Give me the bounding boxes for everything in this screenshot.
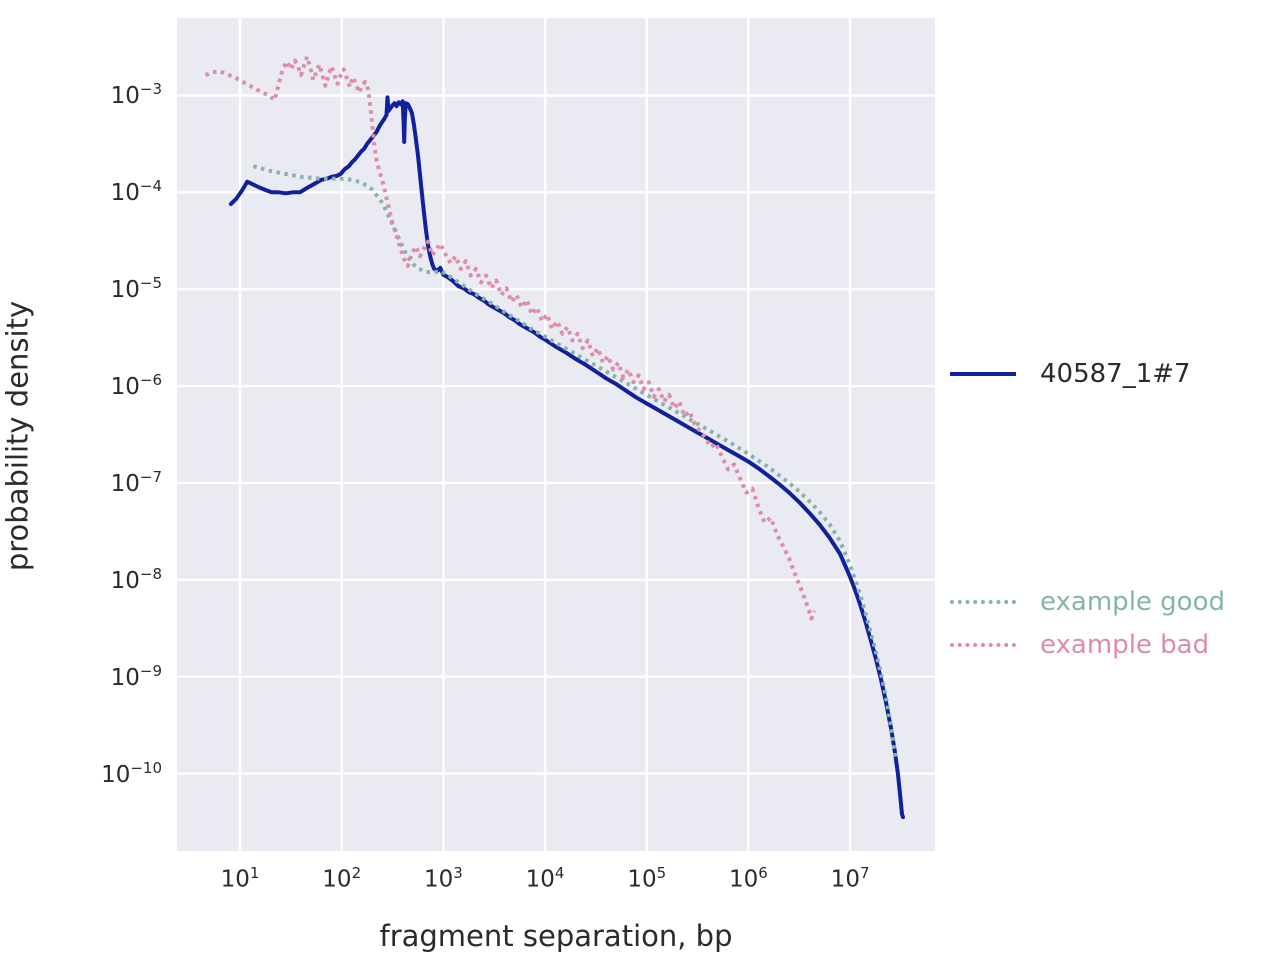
legend-entry-example-bad: example bad [950, 632, 1209, 658]
y-tick-label-10e-4: 10−4 [110, 177, 162, 207]
legend-line-example-bad-icon [950, 643, 1016, 647]
x-axis-label: fragment separation, bp [379, 919, 733, 953]
legend-label-example-bad: example bad [1040, 630, 1210, 660]
plot-area [177, 18, 935, 851]
legend-line-sample-icon [950, 372, 1016, 376]
x-tick-label-10e7: 107 [830, 864, 870, 893]
y-tick-label-10e-7: 10−7 [110, 468, 162, 497]
y-tick-label-10e-10: 10−10 [101, 758, 162, 788]
x-tick-label-10e2: 102 [322, 864, 362, 893]
y-tick-label-10e-9: 10−9 [110, 661, 162, 691]
legend-entry-main: 40587_1#7 [950, 361, 1191, 387]
y-tick-label-10e-8: 10−8 [110, 564, 162, 594]
y-axis-label: probability density [0, 300, 35, 572]
x-tick-label-10e1: 101 [220, 864, 260, 893]
y-tick-label-10e-6: 10−6 [110, 371, 162, 400]
legend-entry-example-good: example good [950, 589, 1225, 615]
x-tick-label-10e6: 106 [729, 864, 768, 893]
legend-label-example-good: example good [1040, 587, 1225, 617]
y-tick-label-10e-3: 10−3 [110, 80, 162, 110]
x-tick-label-10e4: 104 [525, 864, 565, 893]
x-tick-label-10e3: 103 [423, 864, 463, 893]
legend-label-sample: 40587_1#7 [1040, 359, 1191, 389]
legend-line-example-good-icon [950, 600, 1016, 604]
plot-canvas [177, 18, 935, 851]
x-tick-label-10e5: 105 [627, 864, 667, 893]
y-tick-label-10e-5: 10−5 [110, 274, 162, 304]
